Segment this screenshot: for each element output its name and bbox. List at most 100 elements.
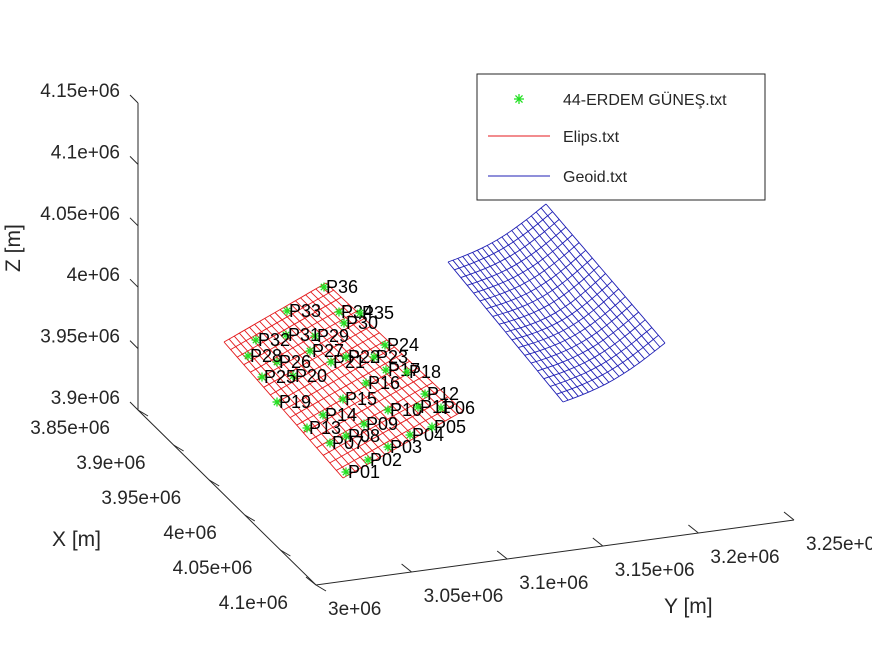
ellipsoid-mesh-line [296,360,410,426]
station-marker [288,371,298,381]
station-label: P25 [264,367,296,387]
station-marker [363,455,373,465]
geoid-mesh [447,203,666,403]
station-label: P31 [288,325,320,345]
station-label: P19 [279,392,311,412]
station-label: P20 [295,366,327,386]
geoid-mesh-line [511,230,630,371]
geoid-mesh-line [473,234,573,294]
ellipsoid-mesh-line [289,353,403,418]
point-marker-stroke [252,336,260,344]
station-label: P32 [258,330,290,350]
z-tick-label: 4.1e+06 [51,142,120,163]
y-tick-mark [496,550,508,560]
ellipsoid-mesh-line [270,332,380,396]
x-tick-label: 4e+06 [163,523,216,544]
ellipsoid-mesh-line [243,303,350,366]
x-tick-mark [280,549,291,557]
station-marker [282,306,292,316]
ellipsoid-mesh-line [322,389,441,456]
point-marker-stroke [335,308,343,316]
station-marker [272,397,282,407]
station-marker [369,352,379,362]
station-label: P23 [376,347,408,367]
axes-box [137,103,795,586]
station-marker [405,430,415,440]
point-marker-stroke [364,456,372,464]
y-tick-label: 3.2e+06 [710,547,779,568]
station-label: P17 [388,360,420,380]
z-tick-mark [129,217,139,227]
ellipsoid-mesh [223,282,464,479]
point-marker-stroke [362,379,370,387]
station-marker [334,307,344,317]
station-marker [325,438,335,448]
station-marker [251,335,261,345]
axis-labels: X [m] Y [m] Z [m] [2,224,713,618]
y-tick-mark [305,576,317,586]
station-marker [383,405,393,415]
y-tick-label: 3.25e+06 [806,534,872,555]
station-label: P12 [427,384,459,404]
legend-marker-icon [514,94,524,104]
station-marker [359,419,369,429]
y-tick-mark [592,537,604,547]
station-label: P34 [341,302,373,322]
y-axis-label: Y [m] [664,595,713,618]
ellipsoid-mesh-line [336,403,456,471]
geoid-mesh-line [498,265,600,325]
point-marker-stroke [283,307,291,315]
x-tick-mark [208,479,220,487]
z-tick-mark [129,340,139,349]
x-tick-label: 3.85e+06 [30,418,110,439]
station-marker [257,372,267,382]
legend-marker [514,94,524,104]
station-marker [310,331,320,341]
station-marker [338,394,348,404]
ellipsoid-mesh-line [263,325,372,388]
x-tick-label: 3.95e+06 [101,488,181,509]
point-marker-stroke [327,358,335,366]
x-tick-mark [244,514,256,522]
ellipsoid-mesh-line [303,367,418,434]
geoid-mesh-line [462,256,579,397]
station-label: P01 [348,462,380,482]
z-tick-mark [129,156,139,165]
geoid-mesh-line [518,288,619,349]
station-label: P35 [362,303,394,323]
legend-entry-points: 44-ERDEM GÜNEŞ.txt [563,91,727,109]
ellipsoid-mesh-line [309,375,426,441]
z-tick-label: 4.15e+06 [40,81,120,102]
point-marker-stroke [319,411,327,419]
geoid-mesh-line [454,211,553,271]
station-marker [402,367,412,377]
geoid-mesh-line [457,258,574,399]
ellipsoid-mesh-line [342,410,464,479]
geoid-mesh-line [505,273,606,333]
station-marker [361,378,371,388]
station-label: P04 [412,425,444,445]
point-marker-stroke [306,347,314,355]
point-marker-stroke [437,404,445,412]
x-tick-mark [315,584,327,592]
point-marker-stroke [406,431,414,439]
station-label: P05 [434,417,466,437]
point-marker-stroke [414,403,422,411]
legend-entry-geoid: Geoid.txt [563,169,628,186]
geoid-mesh-line [537,311,639,372]
geoid-mesh-line [543,319,646,380]
geoid-mesh-line [460,219,560,279]
ellipsoid-mesh-line [250,311,357,373]
y-tick-mark [401,563,412,573]
x-tick-label: 4.05e+06 [173,558,253,579]
point-marker-stroke [384,443,392,451]
station-marker [326,357,336,367]
station-label: P16 [368,373,400,393]
station-marker [281,330,291,340]
geoid-mesh-line [486,249,586,310]
point-marker-stroke [342,432,350,440]
geoid-mesh-line [530,304,633,364]
ellipsoid-mesh-line [230,289,334,350]
ellipsoid-mesh-line [223,282,327,343]
z-tick-label: 3.95e+06 [40,327,120,348]
